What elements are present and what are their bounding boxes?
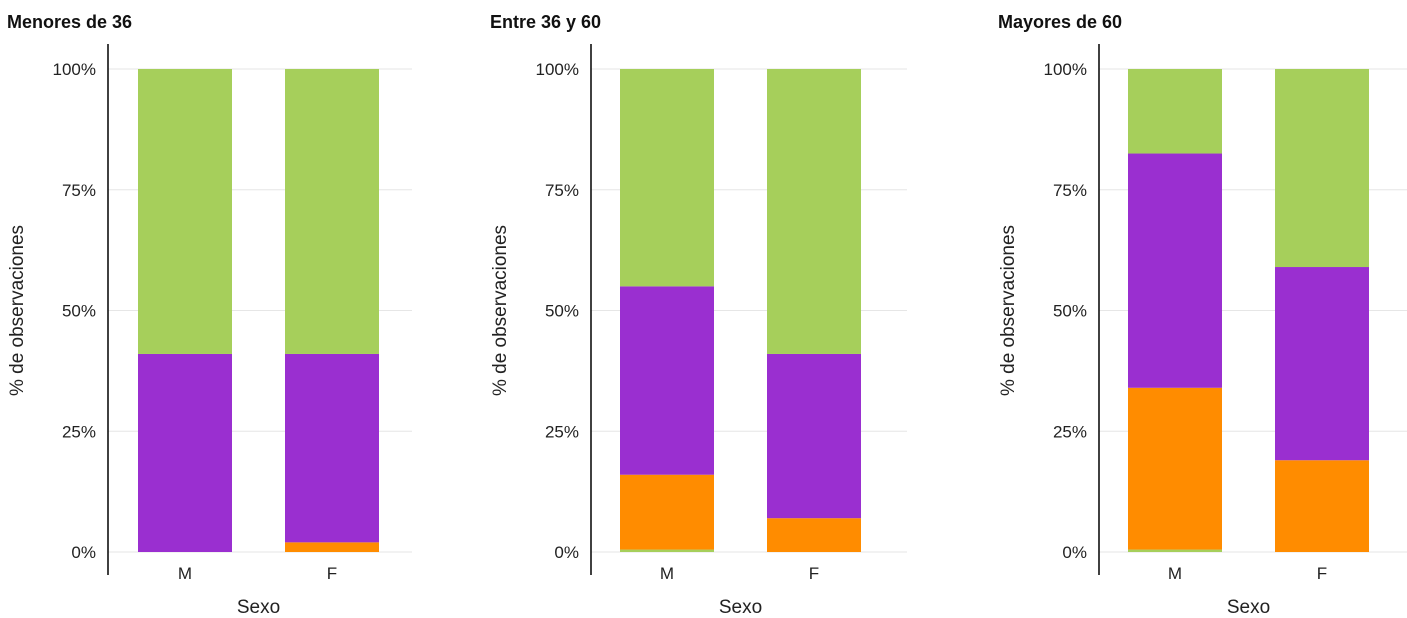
chart-title: Menores de 36 bbox=[7, 12, 132, 32]
bar-segment-M-1 bbox=[620, 549, 714, 552]
y-tick-label: 25% bbox=[1053, 422, 1087, 441]
bar-segment-F-3 bbox=[285, 353, 379, 543]
y-tick-label: 75% bbox=[62, 181, 96, 200]
y-tick-label: 0% bbox=[71, 543, 96, 562]
y-tick-label: 75% bbox=[545, 181, 579, 200]
bar-segment-F-2 bbox=[285, 542, 379, 552]
x-axis-title: Sexo bbox=[719, 597, 762, 618]
bar-segment-M-2 bbox=[1128, 387, 1222, 550]
chart-panel-1: Menores de 36 0% 25% 50% 75% 100% M F Sexo % de o… bbox=[7, 12, 412, 618]
y-axis-title: % de observaciones bbox=[490, 225, 511, 396]
x-tick-label: M bbox=[1168, 564, 1182, 583]
bar-segment-F-2 bbox=[1275, 460, 1369, 552]
bar-segment-M-4 bbox=[1128, 69, 1222, 154]
y-tick-label: 50% bbox=[545, 302, 579, 321]
y-tick-label: 100% bbox=[1044, 60, 1087, 79]
x-tick-label: M bbox=[660, 564, 674, 583]
y-tick-label: 50% bbox=[1053, 302, 1087, 321]
bar-segment-M-3 bbox=[1128, 153, 1222, 388]
bar-segment-M-2 bbox=[620, 474, 714, 550]
y-tick-label: 25% bbox=[545, 422, 579, 441]
chart-panel-2: Entre 36 y 60 0% 25% 50% 75% 100% M F Sexo % de o… bbox=[490, 12, 907, 618]
bar-segment-M-4 bbox=[138, 69, 232, 354]
y-tick-label: 0% bbox=[554, 543, 579, 562]
chart-title: Entre 36 y 60 bbox=[490, 12, 601, 32]
bar-segment-F-3 bbox=[1275, 267, 1369, 461]
x-tick-label: F bbox=[327, 564, 337, 583]
x-tick-label: F bbox=[1317, 564, 1327, 583]
bar-segment-F-4 bbox=[767, 69, 861, 354]
bar-segment-M-4 bbox=[620, 69, 714, 287]
x-tick-label: F bbox=[809, 564, 819, 583]
bar-segment-F-4 bbox=[285, 69, 379, 354]
bar-segment-M-3 bbox=[138, 353, 232, 552]
x-axis-title: Sexo bbox=[237, 597, 280, 618]
y-tick-label: 25% bbox=[62, 422, 96, 441]
bar-segment-F-3 bbox=[767, 353, 861, 519]
bar-segment-F-4 bbox=[1275, 69, 1369, 268]
bar-segment-M-3 bbox=[620, 286, 714, 475]
y-axis-title: % de observaciones bbox=[7, 225, 28, 396]
chart-panel-3: Mayores de 60 0% 25% 50% 75% 100% M F Sexo % de o… bbox=[998, 12, 1407, 618]
y-tick-label: 0% bbox=[1062, 543, 1087, 562]
y-tick-label: 75% bbox=[1053, 181, 1087, 200]
chart-title: Mayores de 60 bbox=[998, 12, 1122, 32]
bar-segment-F-2 bbox=[767, 518, 861, 552]
bar-segment-M-1 bbox=[1128, 549, 1222, 552]
y-tick-label: 100% bbox=[53, 60, 96, 79]
x-tick-label: M bbox=[178, 564, 192, 583]
x-axis-title: Sexo bbox=[1227, 597, 1270, 618]
y-tick-label: 50% bbox=[62, 302, 96, 321]
y-axis-title: % de observaciones bbox=[998, 225, 1019, 396]
y-tick-label: 100% bbox=[536, 60, 579, 79]
